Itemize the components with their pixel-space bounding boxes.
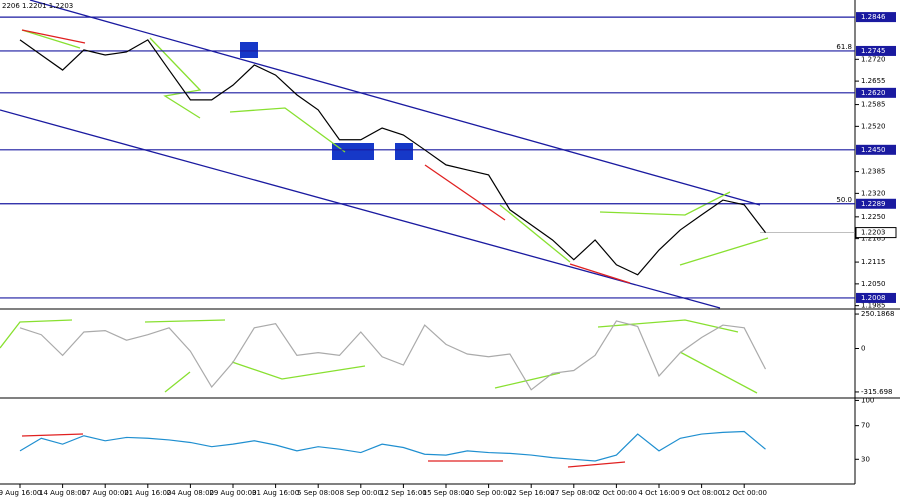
level-box [856,144,896,155]
x-tick-label: 12 Oct 00:00 [721,489,767,497]
y-tick-label: 100 [861,396,874,404]
divergence-line [567,461,626,468]
level-box [856,292,896,303]
x-tick-label: 27 Sep 08:00 [550,489,597,497]
zone [395,143,413,160]
y-tick-label: 1.2585 [861,101,886,109]
zone [240,42,258,58]
level-label: 1.2846 [861,13,886,21]
x-tick-label: 4 Oct 16:00 [638,489,679,497]
level-box [856,12,896,23]
y-tick-label: 30 [861,455,870,463]
divergence-line [499,204,571,263]
x-tick-label: 5 Sep 08:00 [297,489,339,497]
x-tick-label: 15 Sep 08:00 [423,489,470,497]
level-box [856,198,896,209]
price-line [19,320,767,391]
zone [332,143,374,160]
x-tick-label: 17 Aug 00:00 [82,489,129,497]
divergence-line [21,29,81,49]
y-tick-label: 70 [861,422,870,430]
x-tick-label: 2 Oct 00:00 [596,489,637,497]
y-tick-label: 1.2385 [861,168,886,176]
y-tick-label: 0 [861,344,865,352]
y-tick-label: -315.698 [861,388,892,396]
x-tick-label: 29 Aug 00:00 [209,489,256,497]
divergence-line [569,263,631,284]
level-box [856,87,896,98]
divergence-line [0,319,73,349]
y-tick-label: 1.1985 [861,302,886,310]
price-line [19,39,766,276]
level-label: 1.2008 [861,294,886,302]
divergence-line [424,164,506,221]
x-tick-label: 22 Sep 16:00 [508,489,555,497]
divergence-line [679,237,769,266]
x-tick-label: 14 Aug 08:00 [39,489,86,497]
y-tick-label: 1.2520 [861,122,886,130]
y-tick-label: 1.2655 [861,77,886,85]
y-tick-label: 1.2720 [861,55,886,63]
fib-label: 61.8 [836,43,852,51]
y-tick-label: 250.1868 [861,310,894,318]
x-tick-label: 31 Aug 16:00 [252,489,299,497]
y-tick-label: 1.2115 [861,258,886,266]
header: 2206 1.2201 1.2203 [2,2,73,10]
last-price-box [855,227,897,239]
frames [0,0,900,485]
y-tick-label: 1.2185 [861,235,886,243]
x-tick-label: 24 Aug 08:00 [167,489,214,497]
level-label: 1.2450 [861,146,886,154]
x-tick-label: 9 Aug 16:00 [0,489,41,497]
level-label: 1.2745 [861,47,886,55]
divergence-line [164,371,191,393]
divergence-line [21,29,86,44]
divergence-line [597,319,739,333]
y-tick-label: 1.2050 [861,280,886,288]
x-tick-label: 20 Sep 00:00 [465,489,512,497]
x-tick-label: 8 Sep 00:00 [340,489,382,497]
y-tick-label: 1.2250 [861,213,886,221]
level-label: 1.2289 [861,200,886,208]
price-line [19,430,766,462]
y-tick-label: 1.2320 [861,189,886,197]
x-tick-label: 9 Oct 08:00 [681,489,722,497]
level-label: 1.2620 [861,89,886,97]
level-box [856,45,896,56]
divergence-line [231,361,366,380]
divergence-line [229,107,346,153]
divergence-line [599,191,731,216]
channel-line [29,0,761,206]
divergence-line [679,351,758,394]
x-tick-label: 12 Sep 16:00 [380,489,427,497]
fib-label: 50.0 [836,196,852,204]
divergence-line [144,319,226,323]
last-price-label: 1.2203 [861,229,886,237]
x-tick-label: 21 Aug 16:00 [124,489,171,497]
divergence-line [21,433,84,437]
channel-line [0,109,721,309]
